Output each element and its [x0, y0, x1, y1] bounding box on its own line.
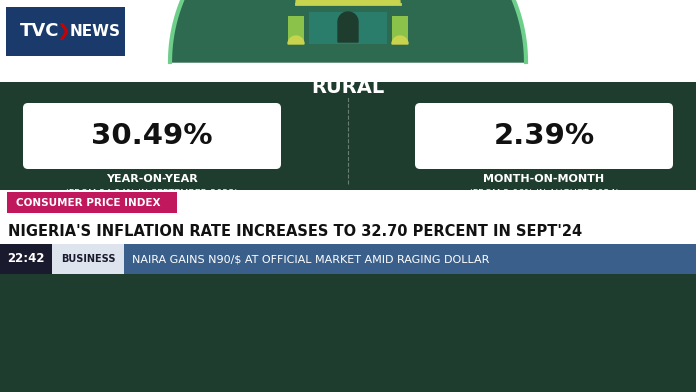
FancyBboxPatch shape	[309, 12, 387, 44]
Text: TVC: TVC	[20, 22, 59, 40]
Polygon shape	[296, 0, 400, 4]
FancyBboxPatch shape	[288, 16, 304, 44]
Text: MONTH-ON-MONTH: MONTH-ON-MONTH	[484, 174, 605, 184]
FancyBboxPatch shape	[52, 244, 124, 274]
Text: RURAL: RURAL	[311, 78, 385, 96]
Polygon shape	[392, 36, 408, 44]
Text: CONSUMER PRICE INDEX: CONSUMER PRICE INDEX	[16, 198, 161, 208]
Text: 22:42: 22:42	[7, 252, 45, 265]
FancyBboxPatch shape	[6, 7, 125, 56]
FancyBboxPatch shape	[0, 0, 696, 82]
Polygon shape	[288, 36, 304, 44]
Text: (FROM 24.94% IN SEPTEMBER 2023): (FROM 24.94% IN SEPTEMBER 2023)	[65, 189, 239, 198]
FancyBboxPatch shape	[0, 244, 52, 274]
Text: NAIRA GAINS N90/$ AT OFFICIAL MARKET AMID RAGING DOLLAR: NAIRA GAINS N90/$ AT OFFICIAL MARKET AMI…	[132, 254, 489, 264]
FancyBboxPatch shape	[7, 192, 177, 213]
FancyBboxPatch shape	[415, 103, 673, 169]
Text: ❯: ❯	[56, 22, 70, 40]
FancyBboxPatch shape	[23, 103, 281, 169]
Polygon shape	[338, 12, 358, 42]
Polygon shape	[170, 0, 526, 62]
FancyBboxPatch shape	[392, 16, 408, 44]
Text: 2.39%: 2.39%	[493, 122, 594, 150]
Text: NIGERIA'S INFLATION RATE INCREASES TO 32.70 PERCENT IN SEPT'24: NIGERIA'S INFLATION RATE INCREASES TO 32…	[8, 223, 582, 238]
Text: NEWS: NEWS	[70, 24, 121, 38]
Text: (FROM 2.06% IN AUGUST 2024): (FROM 2.06% IN AUGUST 2024)	[469, 189, 619, 198]
Text: 30.49%: 30.49%	[91, 122, 213, 150]
Text: YEAR-ON-YEAR: YEAR-ON-YEAR	[106, 174, 198, 184]
Text: BUSINESS: BUSINESS	[61, 254, 116, 264]
FancyBboxPatch shape	[0, 244, 696, 274]
FancyBboxPatch shape	[0, 190, 696, 244]
